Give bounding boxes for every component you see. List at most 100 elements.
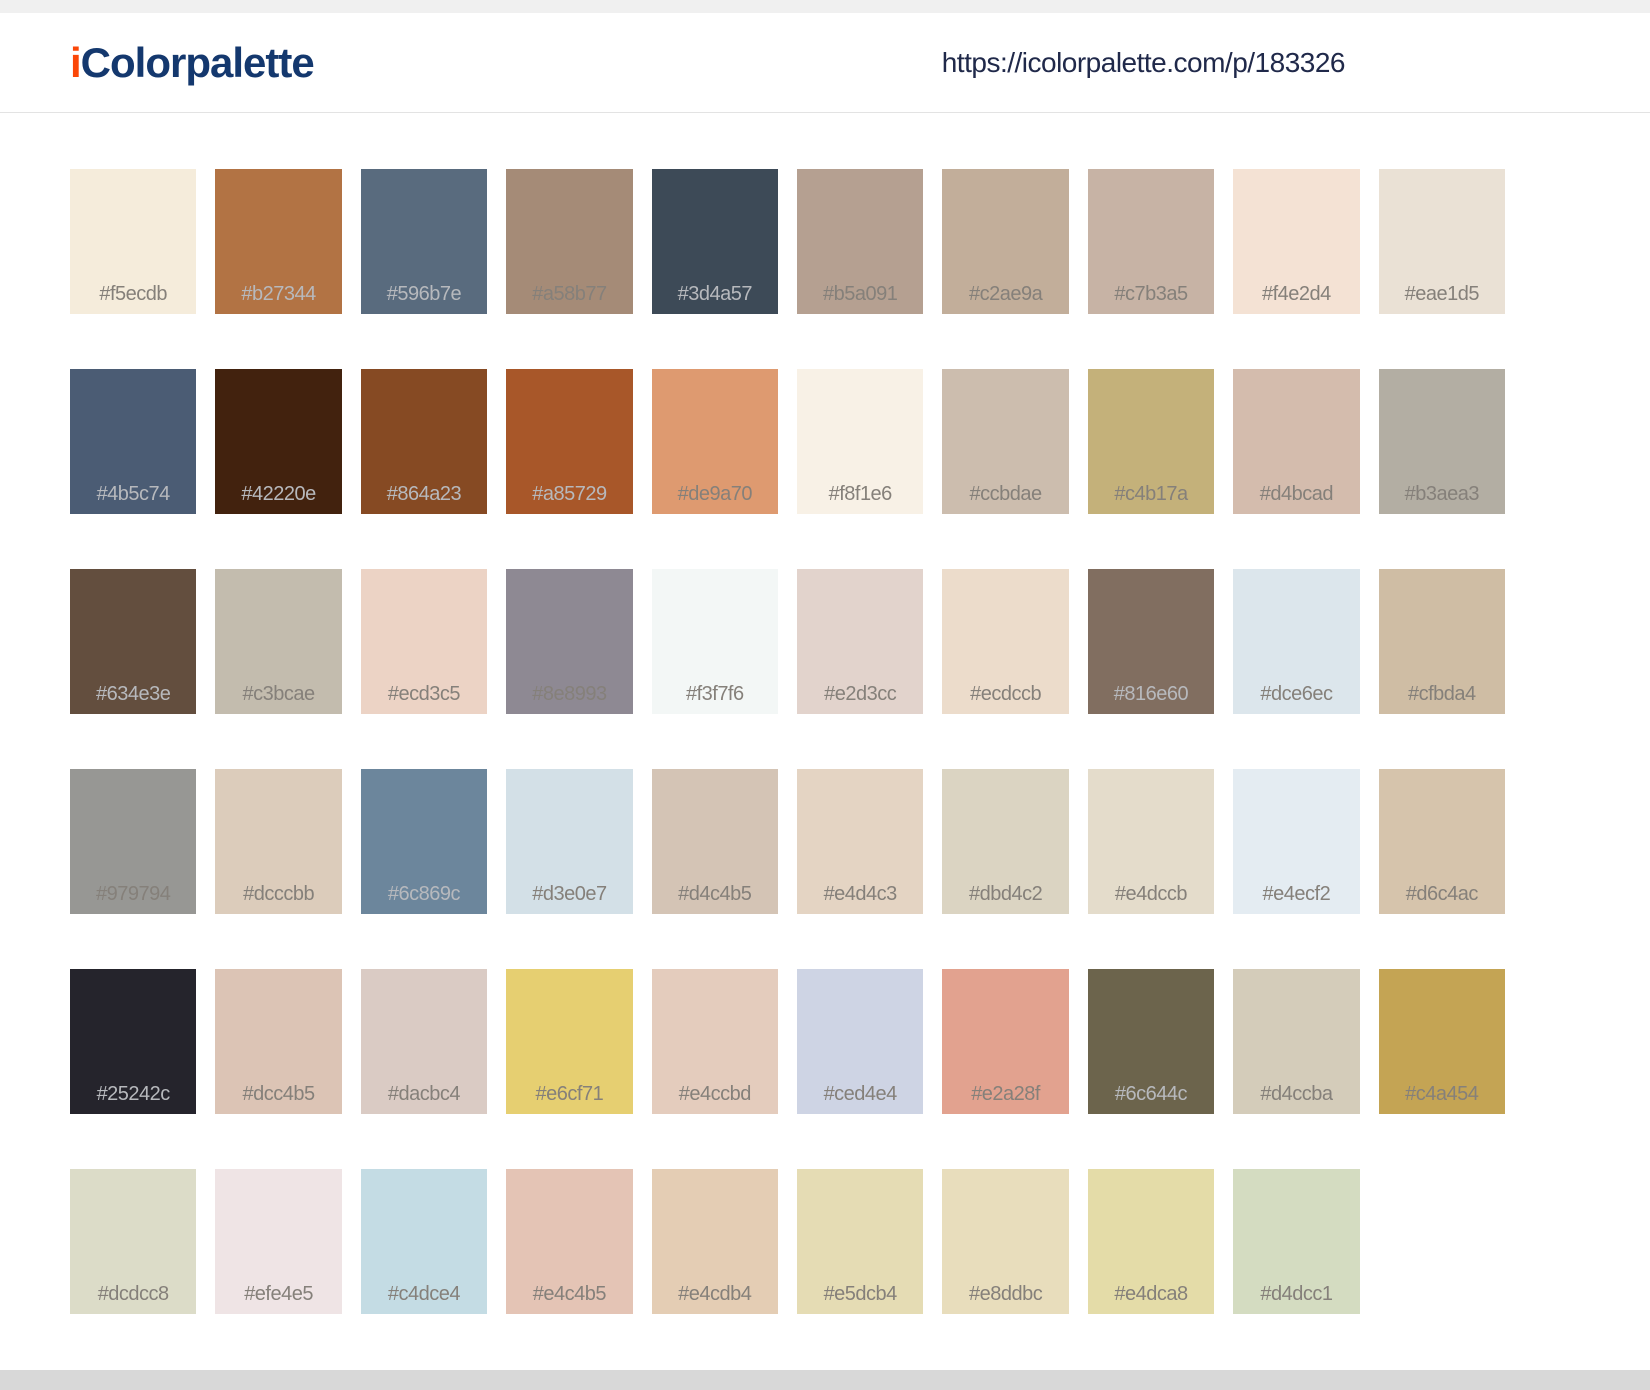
color-swatch[interactable]: #e4c4b5 — [506, 1169, 633, 1314]
swatch-hex-label: #e4ccbd — [678, 1083, 752, 1105]
color-swatch[interactable]: #dbd4c2 — [942, 769, 1069, 914]
color-swatch[interactable]: #b3aea3 — [1378, 369, 1505, 514]
color-swatch[interactable]: #4b5c74 — [70, 369, 197, 514]
color-swatch[interactable]: #dce6ec — [1233, 569, 1360, 714]
color-swatch[interactable]: #f8f1e6 — [797, 369, 924, 514]
color-swatch[interactable]: #a85729 — [506, 369, 633, 514]
swatch-hex-label: #d4ccba — [1260, 1083, 1333, 1105]
swatch-hex-label: #f8f1e6 — [828, 483, 893, 505]
swatch-hex-label: #e2d3cc — [824, 683, 897, 705]
swatch-hex-label: #e4ecf2 — [1262, 883, 1331, 905]
color-swatch[interactable]: #816e60 — [1087, 569, 1215, 714]
swatch-hex-label: #ecd3c5 — [387, 683, 461, 705]
color-swatch[interactable]: #b27344 — [215, 169, 342, 314]
color-swatch[interactable]: #6c644c — [1087, 969, 1215, 1114]
color-swatch[interactable]: #c2ae9a — [942, 169, 1069, 314]
swatch-hex-label: #6c644c — [1114, 1083, 1188, 1105]
color-swatch[interactable]: #c3bcae — [215, 569, 342, 714]
swatch-hex-label: #dbd4c2 — [968, 883, 1043, 905]
color-swatch[interactable]: #f4e2d4 — [1233, 169, 1360, 314]
color-swatch[interactable]: #d4bcad — [1233, 369, 1360, 514]
swatch-hex-label: #c2ae9a — [968, 283, 1043, 305]
color-swatch[interactable]: #de9a70 — [651, 369, 778, 514]
swatch-hex-label: #c4a454 — [1405, 1083, 1479, 1105]
swatch-hex-label: #c3bcae — [242, 683, 316, 705]
color-swatch[interactable]: #f3f7f6 — [651, 569, 778, 714]
swatch-hex-label: #cfbda4 — [1407, 683, 1476, 705]
color-swatch[interactable]: #efe4e5 — [215, 1169, 342, 1314]
swatch-hex-label: #e2a28f — [971, 1083, 1040, 1105]
color-swatch[interactable]: #e6cf71 — [506, 969, 633, 1114]
color-swatch[interactable]: #634e3e — [70, 569, 197, 714]
swatch-hex-label: #d6c4ac — [1405, 883, 1479, 905]
color-swatch[interactable]: #cfbda4 — [1378, 569, 1505, 714]
swatch-hex-label: #a58b77 — [532, 283, 607, 305]
swatch-hex-label: #ced4e4 — [823, 1083, 898, 1105]
swatch-hex-label: #d4dcc1 — [1260, 1283, 1333, 1305]
color-swatch[interactable]: #42220e — [215, 369, 342, 514]
color-swatch[interactable]: #596b7e — [360, 169, 488, 314]
swatch-hex-label: #e8ddbc — [968, 1283, 1043, 1305]
color-swatch[interactable]: #c4a454 — [1378, 969, 1505, 1114]
swatch-hex-label: #dcc4b5 — [242, 1083, 316, 1105]
color-swatch[interactable]: #e4dccb — [1087, 769, 1215, 914]
swatch-hex-label: #e4cdb4 — [678, 1283, 752, 1305]
color-swatch[interactable]: #e2a28f — [942, 969, 1069, 1114]
site-logo[interactable]: iColorpalette — [70, 38, 315, 86]
color-swatch[interactable]: #d4c4b5 — [651, 769, 778, 914]
logo-wordmark: Colorpalette — [80, 38, 315, 86]
color-swatch[interactable]: #3d4a57 — [651, 169, 778, 314]
color-swatch[interactable]: #e4dca8 — [1087, 1169, 1215, 1314]
color-swatch[interactable]: #d4dcc1 — [1233, 1169, 1360, 1314]
swatch-hex-label: #de9a70 — [677, 483, 753, 505]
color-swatch[interactable]: #f5ecdb — [70, 169, 197, 314]
color-swatch[interactable]: #e8ddbc — [942, 1169, 1069, 1314]
swatch-hex-label: #a85729 — [532, 483, 607, 505]
color-swatch[interactable]: #dcccbb — [215, 769, 342, 914]
color-swatch[interactable]: #c7b3a5 — [1087, 169, 1215, 314]
swatch-hex-label: #979794 — [96, 883, 171, 905]
swatch-hex-label: #f3f7f6 — [685, 683, 744, 705]
color-swatch[interactable]: #dacbc4 — [360, 969, 488, 1114]
color-swatch[interactable]: #c4dce4 — [360, 1169, 488, 1314]
color-swatch[interactable]: #25242c — [70, 969, 197, 1114]
color-swatch[interactable]: #e4d4c3 — [797, 769, 924, 914]
color-swatch[interactable]: #ced4e4 — [797, 969, 924, 1114]
swatch-hex-label: #e4d4c3 — [823, 883, 898, 905]
color-swatch[interactable]: #ecdccb — [942, 569, 1069, 714]
color-swatch[interactable]: #8e8993 — [506, 569, 633, 714]
swatch-hex-label: #25242c — [96, 1083, 171, 1105]
color-swatch[interactable]: #b5a091 — [797, 169, 924, 314]
page-url: https://icolorpalette.com/p/183326 — [941, 46, 1346, 78]
color-swatch[interactable]: #eae1d5 — [1378, 169, 1505, 314]
color-swatch[interactable]: #e4ecf2 — [1233, 769, 1360, 914]
color-swatch[interactable]: #e2d3cc — [797, 569, 924, 714]
color-swatch[interactable]: #864a23 — [360, 369, 488, 514]
swatch-hex-label: #dcdcc8 — [97, 1283, 170, 1305]
color-swatch[interactable]: #e4cdb4 — [651, 1169, 778, 1314]
color-swatch[interactable]: #e5dcb4 — [797, 1169, 924, 1314]
color-swatch[interactable]: #6c869c — [360, 769, 488, 914]
palette-section: #f5ecdb #b27344 #596b7e #a58b77 #3d4a57 #b5a0… — [70, 169, 1505, 1314]
swatch-hex-label: #3d4a57 — [677, 283, 753, 305]
color-swatch[interactable]: #ecd3c5 — [360, 569, 488, 714]
swatch-hex-label: #8e8993 — [532, 683, 607, 705]
color-swatch[interactable]: #ccbdae — [942, 369, 1069, 514]
color-swatch[interactable]: #c4b17a — [1087, 369, 1215, 514]
swatch-hex-label: #d4bcad — [1259, 483, 1334, 505]
swatch-hex-label: #d3e0e7 — [532, 883, 607, 905]
color-swatch[interactable]: #a58b77 — [506, 169, 633, 314]
swatch-hex-label: #eae1d5 — [1404, 283, 1480, 305]
color-swatch[interactable]: #d3e0e7 — [506, 769, 633, 914]
swatch-hex-label: #6c869c — [387, 883, 461, 905]
color-swatch[interactable]: #dcc4b5 — [215, 969, 342, 1114]
logo-accent-letter: i — [70, 38, 82, 86]
swatch-hex-label: #f5ecdb — [99, 283, 168, 305]
color-swatch[interactable]: #979794 — [70, 769, 197, 914]
color-swatch[interactable]: #dcdcc8 — [70, 1169, 197, 1314]
color-swatch[interactable]: #e4ccbd — [651, 969, 778, 1114]
color-swatch[interactable]: #d6c4ac — [1378, 769, 1505, 914]
color-swatch[interactable]: #d4ccba — [1233, 969, 1360, 1114]
swatch-hex-label: #dacbc4 — [387, 1083, 461, 1105]
top-strip — [0, 0, 1650, 13]
